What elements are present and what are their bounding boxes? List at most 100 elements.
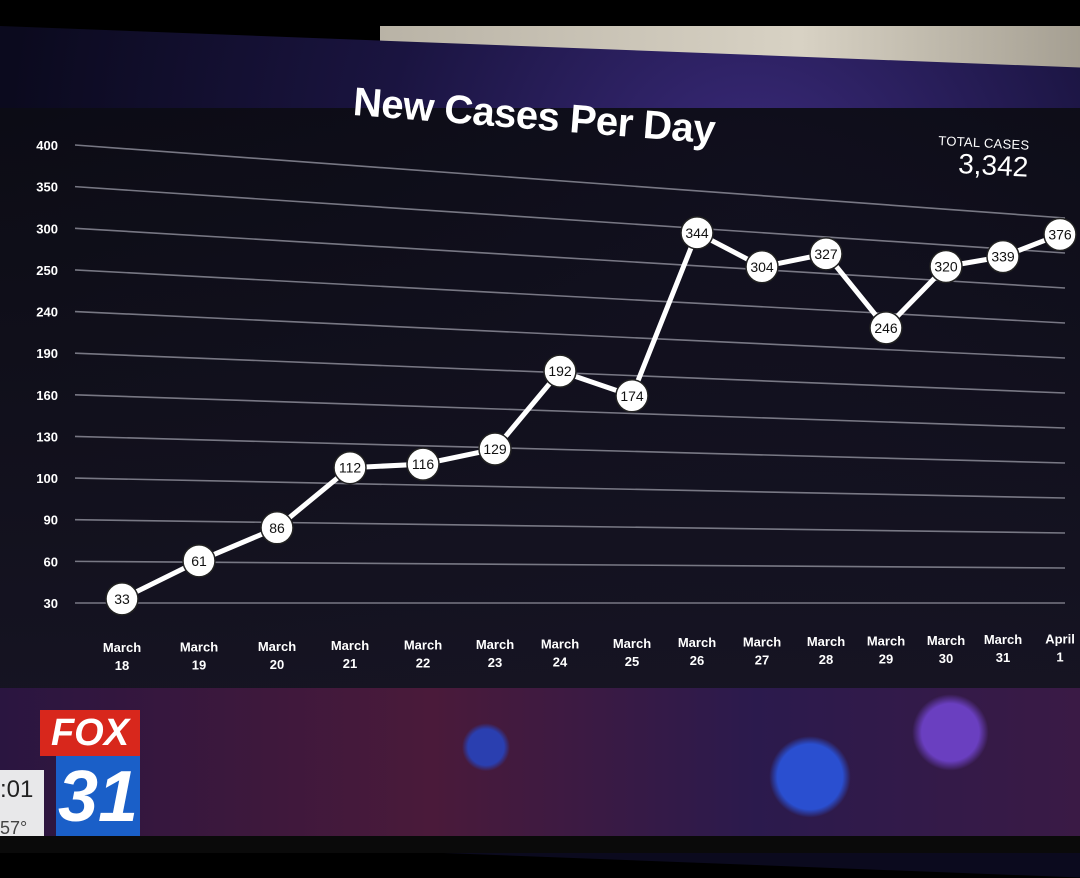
y-tick-label: 400 (36, 138, 58, 153)
data-point: 192 (543, 354, 577, 388)
total-cases: TOTAL CASES 3,342 (918, 132, 1030, 183)
x-tick-label: March 31 (984, 632, 1022, 665)
svg-text:29: 29 (879, 651, 893, 666)
data-label: 304 (750, 259, 774, 275)
data-point: 61 (182, 544, 216, 578)
svg-text:March: March (404, 638, 442, 653)
x-tick-label: March 25 (613, 636, 651, 669)
grid-line (74, 227, 1066, 289)
data-label: 174 (620, 388, 644, 404)
station-number: 31 (56, 756, 140, 837)
x-tick-label: March 18 (103, 640, 141, 673)
svg-text:30: 30 (939, 651, 953, 666)
grid-line (74, 144, 1066, 219)
grid-line (74, 394, 1066, 429)
data-label: 327 (814, 246, 838, 262)
data-point: 174 (615, 379, 649, 413)
svg-text:March: March (984, 632, 1022, 647)
data-point: 33 (105, 582, 139, 616)
grid-line (74, 435, 1066, 464)
svg-text:20: 20 (270, 657, 284, 672)
x-tick-label: March 26 (678, 635, 716, 668)
data-label: 61 (191, 553, 207, 569)
data-label: 116 (412, 456, 435, 472)
x-tick-label: March 23 (476, 637, 514, 670)
y-tick-label: 250 (36, 263, 58, 278)
y-tick-label: 100 (36, 471, 58, 486)
grid-line (74, 477, 1066, 499)
data-point: 327 (809, 237, 843, 271)
svg-text:March: March (927, 633, 965, 648)
data-point: 86 (260, 511, 294, 545)
y-axis-ticks: 400 350 300 250 240 190 160 130 100 90 60 30 (36, 138, 58, 611)
svg-text:18: 18 (115, 658, 129, 673)
svg-text:March: March (258, 639, 296, 654)
data-point: 344 (680, 216, 714, 250)
data-label: 376 (1048, 226, 1072, 242)
x-tick-label: March 19 (180, 639, 218, 672)
data-point: 246 (869, 311, 903, 345)
data-point: 112 (333, 450, 367, 485)
data-point: 304 (745, 250, 779, 284)
svg-text:28: 28 (819, 652, 833, 667)
data-label: 33 (114, 591, 130, 607)
svg-text:24: 24 (553, 654, 568, 669)
clock-time: :01 (0, 776, 34, 803)
y-tick-label: 240 (36, 305, 58, 320)
svg-text:March: March (613, 636, 651, 651)
x-axis-ticks: March18March19March20March21March22March… (103, 632, 1075, 673)
x-tick-label: March 20 (258, 639, 296, 672)
grid-lines (74, 144, 1066, 604)
grid-line (74, 518, 1066, 534)
x-tick-label: March 28 (807, 634, 845, 667)
x-tick-label: March 30 (927, 633, 965, 666)
y-tick-label: 160 (36, 388, 58, 403)
temperature: 57° (0, 818, 28, 838)
svg-text:March: March (807, 634, 845, 649)
svg-text:March: March (331, 638, 369, 653)
series-line (120, 230, 1061, 602)
data-label: 86 (269, 520, 285, 536)
y-tick-label: 60 (44, 554, 58, 569)
bottom-bar (0, 836, 1080, 853)
station-name: FOX (40, 710, 140, 756)
data-point: 129 (478, 432, 512, 466)
data-label: 344 (685, 225, 709, 241)
y-tick-label: 90 (44, 513, 58, 528)
data-markers: 33 61 86 112 116 129 192 174 344 304 327 246 320 339 3… (105, 216, 1077, 616)
total-cases-value: 3,342 (957, 148, 1030, 183)
data-label: 246 (874, 320, 898, 336)
data-label: 320 (934, 259, 958, 275)
svg-text:April: April (1045, 632, 1075, 647)
data-point: 376 (1043, 217, 1077, 252)
data-label: 192 (548, 363, 572, 379)
svg-text:March: March (180, 639, 218, 654)
clock-widget: :01 57° (0, 770, 44, 838)
data-label: 339 (991, 249, 1015, 265)
y-tick-label: 350 (36, 180, 58, 195)
svg-text:March: March (678, 635, 716, 650)
data-label: 112 (339, 460, 362, 476)
svg-text:31: 31 (996, 650, 1010, 665)
svg-text:March: March (476, 637, 514, 652)
svg-text:March: March (103, 640, 141, 655)
svg-text:19: 19 (192, 657, 206, 672)
svg-text:25: 25 (625, 654, 639, 669)
svg-text:26: 26 (690, 653, 704, 668)
x-tick-label: March 29 (867, 633, 905, 666)
y-tick-label: 130 (36, 429, 58, 444)
svg-text:March: March (743, 635, 781, 650)
x-tick-label: March 27 (743, 635, 781, 668)
x-tick-label: April 1 (1045, 632, 1075, 665)
data-point: 339 (986, 239, 1020, 274)
svg-text:1: 1 (1056, 650, 1063, 665)
svg-text:27: 27 (755, 653, 769, 668)
svg-text:23: 23 (488, 655, 502, 670)
graphics-backdrop (0, 688, 1080, 836)
svg-text:March: March (867, 633, 905, 648)
x-tick-label: March 21 (331, 638, 369, 671)
data-label: 129 (483, 441, 507, 457)
data-point: 116 (406, 447, 440, 481)
svg-text:21: 21 (343, 656, 357, 671)
